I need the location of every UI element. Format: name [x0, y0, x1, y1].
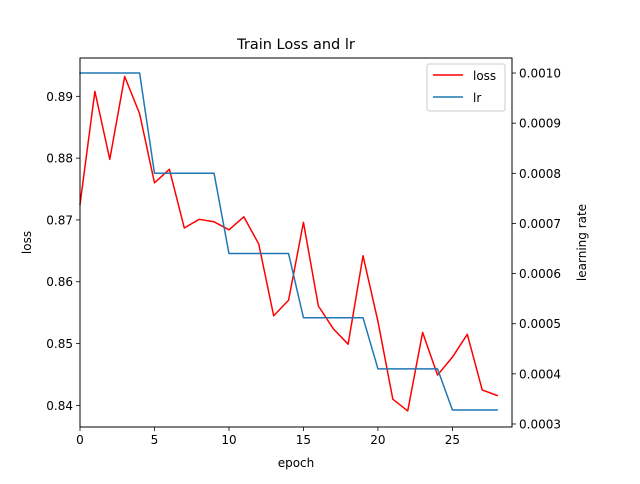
x-tick-label: 25	[445, 433, 460, 447]
y-right-tick-label: 0.0003	[519, 417, 561, 431]
x-tick-label: 20	[370, 433, 385, 447]
chart-title: Train Loss and lr	[236, 37, 355, 53]
legend-label-loss: loss	[473, 69, 496, 83]
x-tick-label: 10	[221, 433, 236, 447]
x-tick-label: 5	[151, 433, 159, 447]
plot-frame	[79, 57, 513, 428]
x-axis-label: epoch	[278, 456, 315, 470]
y-left-tick-label: 0.84	[46, 399, 73, 413]
legend-label-lr: lr	[473, 91, 481, 105]
y-right-tick-label: 0.0005	[519, 317, 561, 331]
y-right-tick-label: 0.0010	[519, 67, 561, 81]
plot-lines	[79, 72, 499, 412]
y-right-tick-label: 0.0008	[519, 167, 561, 181]
y-axis-right: 0.0003 0.0004 0.0005 0.0006 0.0007 0.0008 0.00…	[512, 67, 561, 431]
x-tick-label: 0	[76, 433, 84, 447]
y-left-tick-label: 0.89	[46, 90, 73, 104]
x-tick-label: 15	[296, 433, 311, 447]
series-line-lr	[79, 72, 498, 411]
y-axis-right-label: learning rate	[575, 204, 589, 281]
y-left-tick-label: 0.85	[46, 337, 73, 351]
y-right-tick-label: 0.0006	[519, 267, 561, 281]
y-axis-left-label: loss	[20, 231, 34, 254]
y-right-tick-label: 0.0004	[519, 367, 561, 381]
y-left-tick-label: 0.86	[46, 275, 73, 289]
y-left-tick-label: 0.88	[46, 152, 73, 166]
y-left-tick-label: 0.87	[46, 213, 73, 227]
y-axis-left: 0.84 0.85 0.86 0.87 0.88 0.89	[46, 90, 80, 413]
x-axis: 0 5 10 15 20 25	[76, 427, 460, 447]
legend: loss lr	[426, 63, 506, 112]
y-right-tick-label: 0.0007	[519, 217, 561, 231]
y-right-tick-label: 0.0009	[519, 117, 561, 131]
series-line-loss	[79, 75, 499, 412]
